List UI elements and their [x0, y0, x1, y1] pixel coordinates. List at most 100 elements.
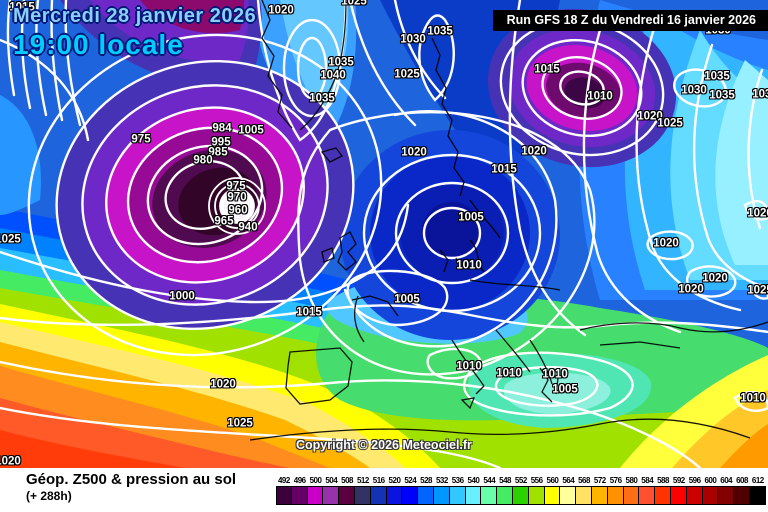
pressure-label: 1020: [678, 283, 704, 296]
legend-value: 512: [356, 476, 369, 485]
legend-value: 496: [293, 476, 306, 485]
legend-swatch: [353, 486, 371, 505]
pressure-label: 1000: [169, 290, 195, 303]
legend-cell: 568: [575, 476, 592, 512]
legend-value: 608: [736, 476, 748, 485]
pressure-label: 1015: [534, 63, 560, 76]
pressure-label: 965: [214, 215, 234, 228]
legend-swatch: [590, 486, 608, 505]
bottom-bar: Géop. Z500 & pression au sol (+ 288h) 49…: [0, 468, 768, 512]
legend-swatch: [606, 486, 624, 505]
legend-cell: 600: [701, 476, 719, 512]
pressure-label: 1030: [681, 84, 707, 97]
legend-cell: 560: [543, 476, 561, 512]
legend-swatch: [638, 486, 656, 505]
pressure-label: 1030: [400, 33, 426, 46]
legend-cell: 592: [669, 476, 687, 512]
legend-swatch: [432, 486, 450, 505]
legend-value: 568: [578, 476, 590, 485]
legend-cell: 584: [638, 476, 656, 512]
legend-cell: 548: [496, 476, 513, 512]
pressure-label: 975: [131, 133, 151, 146]
pressure-label: 1020: [210, 378, 236, 391]
legend-swatch: [511, 486, 529, 505]
pressure-label: 1020: [653, 237, 679, 250]
pressure-label: 985: [208, 146, 228, 159]
legend-cell: 540: [464, 476, 482, 512]
pressure-label: 1040: [320, 69, 346, 82]
legend-swatch: [369, 486, 387, 505]
legend-value: 532: [435, 476, 448, 485]
pressure-label: 1020: [637, 110, 663, 123]
legend-value: 588: [657, 476, 669, 485]
pressure-label: 1010: [740, 392, 766, 405]
legend-swatch: [527, 486, 545, 505]
legend-cell: 588: [654, 476, 671, 512]
legend-cell: 556: [527, 476, 545, 512]
pressure-label: 1015: [296, 306, 322, 319]
legend-swatch: [417, 486, 434, 505]
legend-value: 548: [499, 476, 511, 485]
pressure-label: 995: [211, 136, 231, 149]
copyright-text: Copyright © 2026 Meteociel.fr: [296, 438, 472, 452]
legend-value: 544: [483, 476, 496, 485]
legend-value: 516: [372, 476, 385, 485]
legend-swatch: [733, 486, 750, 505]
pressure-label: 1010: [542, 368, 568, 381]
russia-upper-low: [487, 8, 677, 168]
legend-swatch: [748, 486, 766, 505]
legend-value: 508: [341, 476, 354, 485]
legend-cell: 608: [733, 476, 750, 512]
legend-scale: 492 496 500 504 508 512 516 520 524 528 532 536 540 5…: [276, 468, 766, 512]
pressure-label: 1010: [456, 259, 482, 272]
pressure-label: 1025: [341, 0, 367, 8]
legend-value: 528: [420, 476, 432, 485]
pressure-label: 1015: [491, 163, 517, 176]
legend-cell: 612: [748, 476, 766, 512]
synoptic-map: 1015 1020 1025 1030 1035 1035 1040 1035 1025 1015…: [0, 0, 768, 468]
legend-swatch: [717, 486, 735, 505]
pressure-label: 1035: [328, 56, 354, 69]
pressure-label: 1010: [587, 90, 613, 103]
legend-swatch: [448, 486, 466, 505]
pressure-label: 940: [238, 221, 258, 234]
legend-swatch: [701, 486, 719, 505]
legend-cell: 536: [448, 476, 466, 512]
legend-cell: 516: [369, 476, 387, 512]
legend-value: 520: [388, 476, 401, 485]
pressure-label: 1025: [394, 68, 420, 81]
legend-swatch: [480, 486, 498, 505]
pressure-label: 1020: [268, 4, 294, 17]
legend-swatch: [622, 486, 640, 505]
pressure-label: 1010: [456, 360, 482, 373]
legend-cell: 528: [417, 476, 434, 512]
legend-swatch: [654, 486, 671, 505]
pressure-label: 1035: [427, 25, 453, 38]
atlantic-deep-low: [56, 0, 354, 329]
pressure-label: 970: [227, 191, 247, 204]
pressure-label: 1035: [704, 70, 730, 83]
map-title-block: Géop. Z500 & pression au sol (+ 288h): [0, 468, 276, 512]
legend-swatch: [322, 486, 340, 505]
pressure-label: 1005: [394, 293, 420, 306]
pressure-label: 1035: [709, 89, 735, 102]
pressure-label: 1020: [521, 145, 547, 158]
valid-hour-text: 19:00 locale: [13, 29, 184, 60]
legend-swatch: [496, 486, 513, 505]
legend-swatch: [290, 486, 308, 505]
legend-cell: 500: [306, 476, 324, 512]
legend-value: 592: [672, 476, 685, 485]
legend-value: 580: [625, 476, 638, 485]
legend-swatch: [276, 486, 292, 505]
legend-swatch: [306, 486, 324, 505]
pressure-label: 1025: [227, 417, 253, 430]
legend-cell: 504: [322, 476, 340, 512]
pressure-label: 960: [228, 204, 248, 217]
legend-cell: 492: [276, 476, 292, 512]
pressure-label: 1025: [657, 117, 683, 130]
model-run-banner: Run GFS 18 Z du Vendredi 16 janvier 2026: [492, 10, 768, 31]
legend-swatch: [543, 486, 561, 505]
valid-date-text: Mercredi 28 janvier 2026: [13, 5, 257, 27]
legend-cell: 520: [385, 476, 403, 512]
legend-swatch: [338, 486, 355, 505]
